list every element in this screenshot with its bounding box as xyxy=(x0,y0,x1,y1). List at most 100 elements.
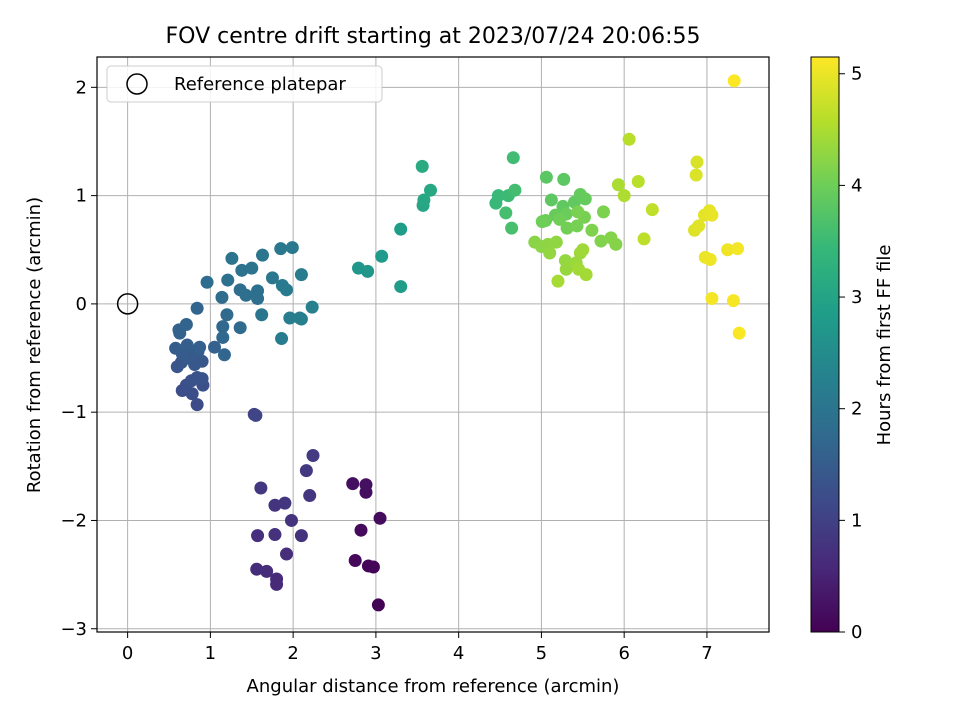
y-tick-label: 0 xyxy=(76,294,87,315)
data-point xyxy=(193,340,207,354)
data-point xyxy=(579,268,593,282)
data-point xyxy=(306,448,320,462)
data-point xyxy=(195,354,209,368)
data-point xyxy=(245,261,259,275)
data-point xyxy=(225,251,239,265)
data-point xyxy=(539,170,553,184)
data-point xyxy=(354,523,368,537)
colorbar-tick-label: 4 xyxy=(851,175,862,196)
data-point xyxy=(375,249,389,263)
data-point xyxy=(551,274,565,288)
data-point xyxy=(508,183,522,197)
data-point xyxy=(560,221,574,235)
data-point xyxy=(611,178,625,192)
data-point xyxy=(221,273,235,287)
data-point xyxy=(256,248,270,262)
data-point xyxy=(268,528,282,542)
chart-title: FOV centre drift starting at 2023/07/24 … xyxy=(166,24,701,49)
data-point xyxy=(251,284,265,298)
data-point xyxy=(284,513,298,527)
colorbar-ticks: 0 1 2 3 4 5 xyxy=(839,64,862,643)
data-point xyxy=(578,192,592,206)
data-point xyxy=(280,547,294,561)
data-point xyxy=(270,572,284,586)
data-point xyxy=(359,478,373,492)
x-tick-label: 5 xyxy=(536,643,547,664)
scatter-points xyxy=(116,74,746,612)
data-point xyxy=(705,291,719,305)
data-point xyxy=(732,326,746,340)
data-point xyxy=(179,317,193,331)
data-point xyxy=(585,223,599,237)
data-point xyxy=(373,511,387,525)
colorbar-tick-label: 2 xyxy=(851,399,862,420)
colorbar-tick-label: 5 xyxy=(851,64,862,85)
data-point xyxy=(727,74,741,88)
data-point xyxy=(217,348,231,362)
data-point xyxy=(637,232,651,246)
x-tick-label: 7 xyxy=(701,643,712,664)
data-point xyxy=(294,312,308,326)
data-point xyxy=(417,193,431,207)
y-tick-label: 2 xyxy=(76,77,87,98)
x-tick-label: 1 xyxy=(205,643,216,664)
data-point xyxy=(216,330,230,344)
data-point xyxy=(705,208,719,222)
data-point xyxy=(303,489,317,503)
data-point xyxy=(726,294,740,308)
data-point xyxy=(305,300,319,314)
data-point xyxy=(571,205,585,219)
data-point xyxy=(703,252,717,266)
data-point xyxy=(361,559,375,573)
data-point xyxy=(348,554,362,568)
data-point xyxy=(200,275,214,289)
data-point xyxy=(208,340,222,354)
x-tick-label: 3 xyxy=(370,643,381,664)
x-axis-label: Angular distance from reference (arcmin) xyxy=(247,676,620,697)
data-point xyxy=(233,321,247,335)
data-point xyxy=(275,332,289,346)
y-axis-label: Rotation from reference (arcmin) xyxy=(24,197,45,493)
data-point xyxy=(260,564,274,578)
data-point xyxy=(557,172,571,186)
data-point xyxy=(180,338,194,352)
legend-box xyxy=(106,65,383,103)
data-point xyxy=(594,234,608,248)
data-point xyxy=(544,193,558,207)
data-point xyxy=(609,237,623,251)
data-point xyxy=(535,215,549,229)
colorbar-label: Hours from first FF file xyxy=(874,245,895,446)
x-axis-ticks: 0 1 2 3 4 5 6 7 xyxy=(122,632,713,664)
data-point xyxy=(692,219,706,233)
data-point xyxy=(553,212,567,226)
x-tick-label: 4 xyxy=(453,643,464,664)
data-point xyxy=(631,175,645,189)
data-point xyxy=(543,246,557,260)
data-point xyxy=(617,189,631,203)
data-point xyxy=(731,242,745,256)
data-point xyxy=(576,243,590,257)
data-point xyxy=(415,159,429,173)
data-point xyxy=(255,308,269,322)
data-point xyxy=(190,301,204,315)
data-point xyxy=(294,529,308,543)
data-point xyxy=(278,496,292,510)
plot-frame xyxy=(96,56,770,633)
legend: Reference platepar xyxy=(106,65,383,103)
data-point xyxy=(690,155,704,169)
data-point xyxy=(394,280,408,294)
data-point xyxy=(169,341,183,355)
data-point xyxy=(254,481,268,495)
y-tick-label: −3 xyxy=(60,619,87,640)
data-point xyxy=(249,408,263,422)
data-point xyxy=(216,320,230,334)
data-point xyxy=(220,308,234,322)
data-point xyxy=(190,398,204,412)
colorbar-gradient xyxy=(810,56,840,633)
data-point xyxy=(394,222,408,236)
data-point xyxy=(559,262,573,276)
legend-entry: Reference platepar xyxy=(174,74,346,95)
data-point xyxy=(215,290,229,304)
data-point xyxy=(361,264,375,278)
